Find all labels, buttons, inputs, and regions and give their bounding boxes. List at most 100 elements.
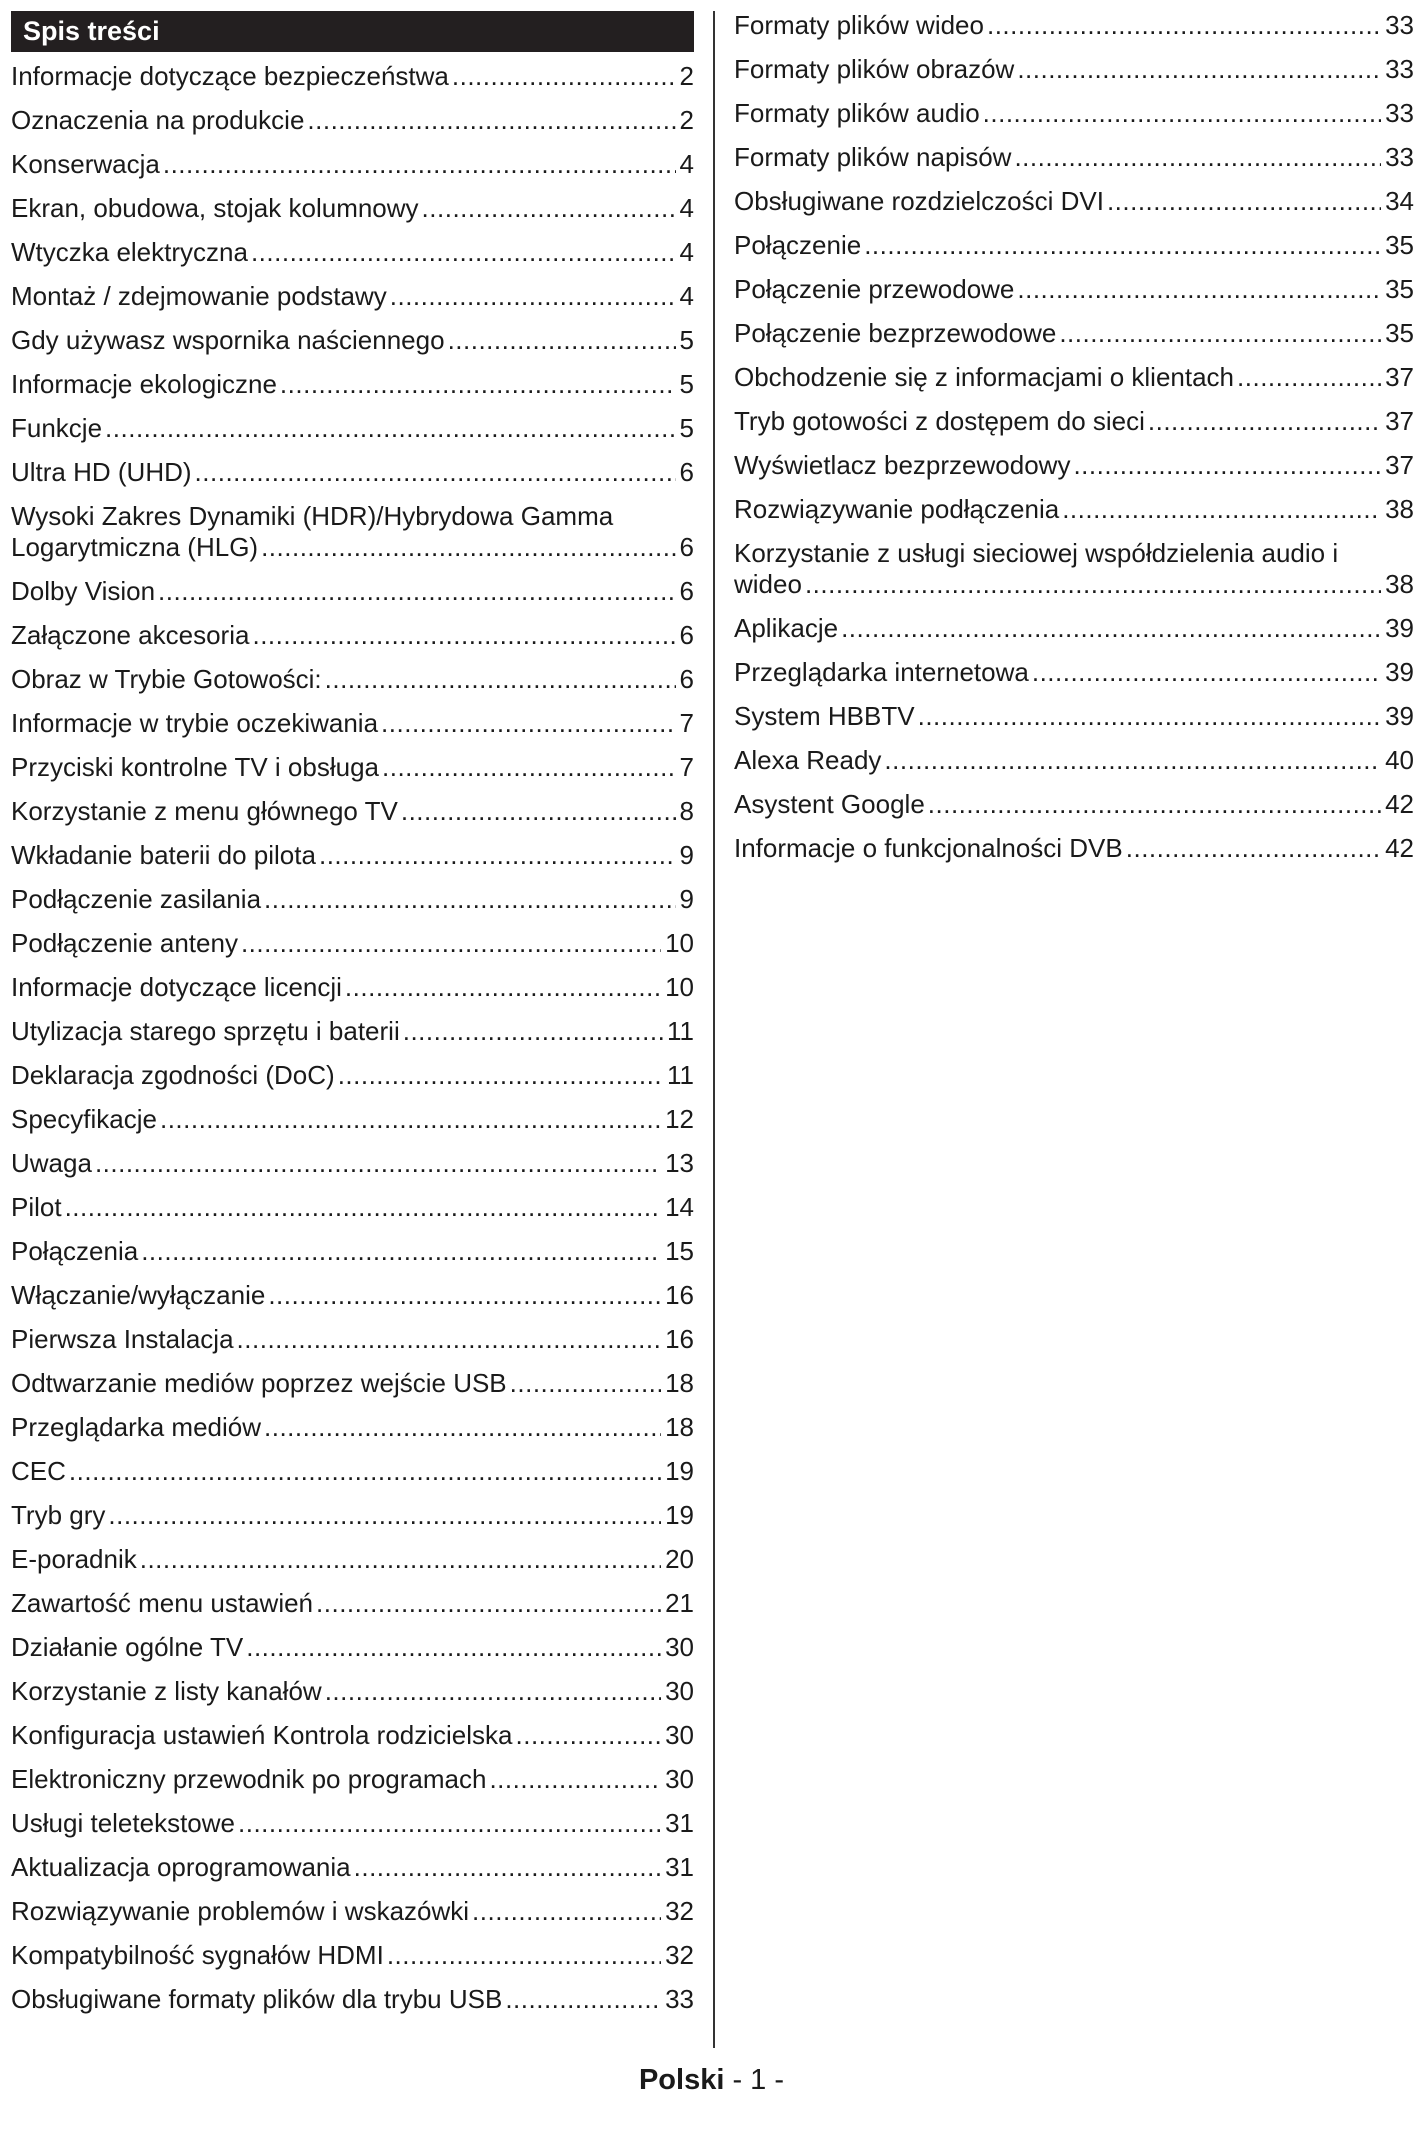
toc-entry-page: 35 [1381,230,1414,261]
toc-entry-title: Dolby Vision [11,576,155,606]
toc-entry[interactable]: Rozwiązywanie podłączenia 38 [734,488,1414,532]
toc-entry[interactable]: Ultra HD (UHD) 6 [11,451,694,495]
toc-entry-title: Obchodzenie się z informacjami o klienta… [734,362,1234,392]
toc-entry[interactable]: Tryb gotowości z dostępem do sieci 37 [734,400,1414,444]
toc-entry[interactable]: Elektroniczny przewodnik po programach 30 [11,1758,694,1802]
toc-entry-title: Połączenie [734,230,861,260]
toc-entry[interactable]: Formaty plików wideo 33 [734,4,1414,48]
toc-entry[interactable]: Formaty plików audio 33 [734,92,1414,136]
toc-entry-title: Włączanie/wyłączanie [11,1280,265,1310]
toc-entry-title: System HBBTV [734,701,915,731]
toc-entry[interactable]: Informacje ekologiczne 5 [11,363,694,407]
toc-entry[interactable]: Asystent Google 42 [734,783,1414,827]
column-divider [713,11,715,2048]
toc-entry[interactable]: Formaty plików obrazów 33 [734,48,1414,92]
toc-entry[interactable]: Wyświetlacz bezprzewodowy 37 [734,444,1414,488]
toc-entry[interactable]: Korzystanie z usługi sieciowej współdzie… [734,532,1414,607]
toc-entry[interactable]: Załączone akcesoria 6 [11,614,694,658]
toc-entry[interactable]: Obraz w Trybie Gotowości: 6 [11,658,694,702]
toc-entry[interactable]: Połączenia 15 [11,1230,694,1274]
toc-entry-page: 16 [661,1324,694,1355]
toc-entry[interactable]: Odtwarzanie mediów poprzez wejście USB 18 [11,1362,694,1406]
toc-entry-page: 33 [661,1984,694,2015]
toc-entry[interactable]: Gdy używasz wspornika naściennego 5 [11,319,694,363]
toc-left-column: Spis treści Informacje dotyczące bezpiec… [11,11,694,2022]
toc-entry[interactable]: Połączenie 35 [734,224,1414,268]
toc-entry[interactable]: Obsługiwane rozdzielczości DVI 34 [734,180,1414,224]
toc-entry[interactable]: System HBBTV 39 [734,695,1414,739]
toc-entry-title: CEC [11,1456,66,1486]
toc-entry[interactable]: Aktualizacja oprogramowania 31 [11,1846,694,1890]
toc-list-left: Informacje dotyczące bezpieczeństwa2Ozna… [11,55,694,2022]
toc-entry[interactable]: CEC 19 [11,1450,694,1494]
toc-entry[interactable]: E-poradnik 20 [11,1538,694,1582]
toc-entry[interactable]: Przyciski kontrolne TV i obsługa 7 [11,746,694,790]
toc-entry[interactable]: Uwaga 13 [11,1142,694,1186]
toc-entry[interactable]: Deklaracja zgodności (DoC) 11 [11,1054,694,1098]
toc-entry[interactable]: Ekran, obudowa, stojak kolumnowy 4 [11,187,694,231]
toc-entry-page: 7 [675,708,694,739]
toc-entry[interactable]: Wkładanie baterii do pilota 9 [11,834,694,878]
toc-entry[interactable]: Informacje o funkcjonalności DVB 42 [734,827,1414,871]
toc-entry[interactable]: Korzystanie z listy kanałów 30 [11,1670,694,1714]
toc-entry-page: 33 [1381,142,1414,173]
toc-entry-title: Informacje dotyczące bezpieczeństwa [11,61,449,91]
toc-entry-title: Wkładanie baterii do pilota [11,840,316,870]
toc-entry[interactable]: Podłączenie zasilania 9 [11,878,694,922]
toc-entry[interactable]: Oznaczenia na produkcie 2 [11,99,694,143]
toc-entry[interactable]: Dolby Vision 6 [11,570,694,614]
toc-entry[interactable]: Korzystanie z menu głównego TV 8 [11,790,694,834]
toc-entry-page: 30 [661,1632,694,1663]
toc-entry[interactable]: Specyfikacje 12 [11,1098,694,1142]
toc-entry-title: Połączenia [11,1236,138,1266]
toc-entry[interactable]: Działanie ogólne TV 30 [11,1626,694,1670]
toc-entry-page: 42 [1381,789,1414,820]
toc-entry-page: 13 [661,1148,694,1179]
toc-entry[interactable]: Wysoki Zakres Dynamiki (HDR)/Hybrydowa G… [11,495,694,570]
toc-entry[interactable]: Utylizacja starego sprzętu i baterii 11 [11,1010,694,1054]
toc-entry-title: Obsługiwane formaty plików dla trybu USB [11,1984,502,2014]
toc-entry[interactable]: Przeglądarka mediów 18 [11,1406,694,1450]
toc-entry-page: 31 [661,1852,694,1883]
toc-entry-page: 4 [675,281,694,312]
toc-entry-title: Asystent Google [734,789,925,819]
toc-entry[interactable]: Rozwiązywanie problemów i wskazówki 32 [11,1890,694,1934]
toc-entry[interactable]: Konfiguracja ustawień Kontrola rodziciel… [11,1714,694,1758]
toc-entry[interactable]: Konserwacja 4 [11,143,694,187]
toc-entry[interactable]: Przeglądarka internetowa 39 [734,651,1414,695]
toc-entry[interactable]: Kompatybilność sygnałów HDMI 32 [11,1934,694,1978]
toc-entry-title: Ultra HD (UHD) [11,457,192,487]
toc-entry[interactable]: Alexa Ready 40 [734,739,1414,783]
toc-entry[interactable]: Montaż / zdejmowanie podstawy 4 [11,275,694,319]
toc-entry-page: 33 [1381,54,1414,85]
toc-entry[interactable]: Pierwsza Instalacja 16 [11,1318,694,1362]
toc-entry-page: 30 [661,1720,694,1751]
toc-entry[interactable]: Wtyczka elektryczna 4 [11,231,694,275]
toc-entry[interactable]: Aplikacje 39 [734,607,1414,651]
toc-entry[interactable]: Zawartość menu ustawień 21 [11,1582,694,1626]
toc-entry-title: Obsługiwane rozdzielczości DVI [734,186,1104,216]
toc-entry-title: Informacje ekologiczne [11,369,277,399]
toc-entry-page: 9 [675,884,694,915]
toc-entry[interactable]: Formaty plików napisów 33 [734,136,1414,180]
toc-entry[interactable]: Informacje w trybie oczekiwania 7 [11,702,694,746]
toc-entry[interactable]: Połączenie bezprzewodowe 35 [734,312,1414,356]
toc-entry-page: 32 [661,1940,694,1971]
toc-entry[interactable]: Informacje dotyczące licencji 10 [11,966,694,1010]
toc-entry-page: 21 [661,1588,694,1619]
toc-entry-page: 6 [675,664,694,695]
toc-entry-page: 37 [1381,406,1414,437]
toc-entry[interactable]: Podłączenie anteny 10 [11,922,694,966]
toc-entry[interactable]: Włączanie/wyłączanie 16 [11,1274,694,1318]
toc-entry-title: Deklaracja zgodności (DoC) [11,1060,335,1090]
toc-entry[interactable]: Tryb gry 19 [11,1494,694,1538]
toc-entry-page: 5 [675,413,694,444]
toc-entry[interactable]: Informacje dotyczące bezpieczeństwa 2 [11,55,694,99]
toc-entry[interactable]: Połączenie przewodowe 35 [734,268,1414,312]
toc-entry[interactable]: Usługi teletekstowe 31 [11,1802,694,1846]
toc-entry[interactable]: Obsługiwane formaty plików dla trybu USB… [11,1978,694,2022]
toc-entry[interactable]: Obchodzenie się z informacjami o klienta… [734,356,1414,400]
toc-entry-page: 14 [661,1192,694,1223]
toc-entry[interactable]: Funkcje 5 [11,407,694,451]
toc-entry[interactable]: Pilot 14 [11,1186,694,1230]
